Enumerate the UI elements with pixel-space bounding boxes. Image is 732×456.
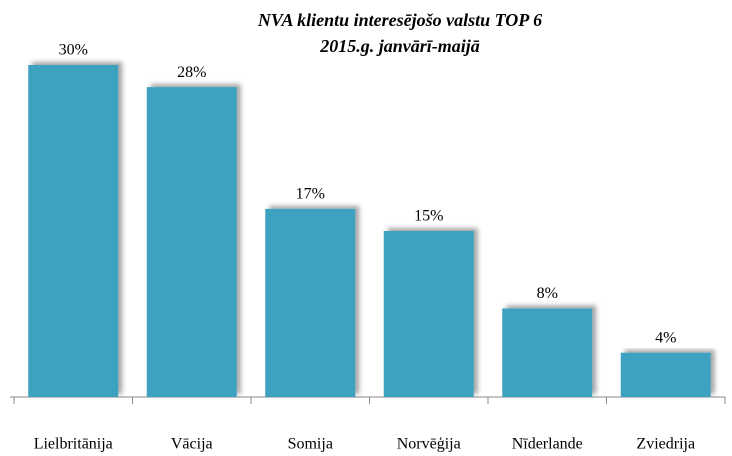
x-tick-label: Zviedrija bbox=[636, 436, 695, 453]
x-tick-label: Vācija bbox=[171, 436, 213, 453]
bar bbox=[265, 208, 356, 397]
x-tick-label: Nīderlande bbox=[512, 436, 583, 453]
chart-title: NVA klientu interesējošo valstu TOP 6 bbox=[257, 10, 542, 30]
data-label: 17% bbox=[296, 186, 325, 203]
x-tick-label: Somija bbox=[288, 436, 333, 453]
x-tick-label: Lielbritānija bbox=[34, 436, 113, 453]
data-label: 4% bbox=[655, 329, 676, 346]
x-tick-label: Norvēģija bbox=[397, 436, 461, 453]
chart-subtitle: 2015.g. janvārī-maijā bbox=[319, 36, 480, 56]
data-label: 28% bbox=[177, 64, 206, 81]
bar bbox=[28, 65, 119, 397]
bar bbox=[146, 87, 237, 397]
data-label: 15% bbox=[414, 208, 443, 225]
bar bbox=[502, 308, 593, 397]
data-label: 30% bbox=[59, 42, 88, 59]
bar bbox=[620, 352, 711, 397]
bar bbox=[383, 231, 474, 397]
data-label: 8% bbox=[537, 285, 558, 302]
